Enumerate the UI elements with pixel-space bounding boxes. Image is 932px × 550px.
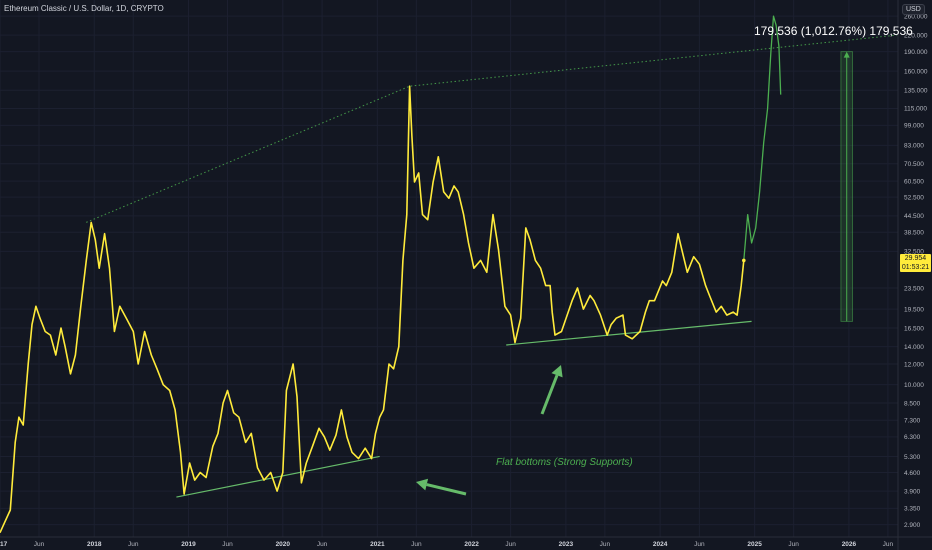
y-tick-label: 220.000: [904, 32, 928, 39]
y-tick-label: 7.300: [904, 418, 921, 425]
measure-label: 179.536 (1,012.76%) 179,536: [754, 24, 913, 38]
projection-box: [840, 51, 853, 322]
y-tick-label: 160.000: [904, 68, 928, 75]
x-tick-label: 2026: [842, 541, 857, 548]
y-tick-label: 32.500: [904, 249, 924, 256]
annotation-arrow-left: [416, 478, 429, 491]
x-tick-label: Jun: [694, 541, 705, 548]
x-axis[interactable]: 2017 Jun 2018 Jun 2019 Jun 2020 Jun 2021 Jun 2022 J…: [0, 536, 932, 548]
x-tick-label: 2018: [87, 541, 102, 548]
last-price-badge: 29.954 01:53:21: [900, 254, 931, 272]
y-tick-label: 60.500: [904, 178, 924, 185]
x-tick-label: 2025: [747, 541, 762, 548]
y-tick-label: 3.900: [904, 488, 921, 495]
projection-series-line: [743, 15, 782, 261]
y-tick-label: 38.500: [904, 229, 924, 236]
projection-range-arrowhead: [843, 51, 850, 58]
y-tick-label: 70.500: [904, 161, 924, 168]
y-tick-label: 12.000: [904, 361, 924, 368]
y-tick-label: 52.500: [904, 194, 924, 201]
x-tick-label: Jun: [222, 541, 233, 548]
bar-countdown: 01:53:21: [901, 264, 930, 271]
x-tick-label: 2020: [276, 541, 291, 548]
y-tick-label: 99.000: [904, 123, 924, 130]
y-tick-label: 23.500: [904, 285, 924, 292]
y-tick-label: 16.500: [904, 325, 924, 332]
x-tick-label: 2023: [559, 541, 574, 548]
x-tick-label: 2022: [464, 541, 479, 548]
y-tick-label: 5.300: [904, 454, 921, 461]
y-tick-label: 10.000: [904, 382, 924, 389]
y-tick-label: 190.000: [904, 49, 928, 56]
annotation-arrow-up-shaft: [540, 374, 559, 415]
x-tick-label: Jun: [128, 541, 139, 548]
trendlines: [86, 34, 897, 498]
x-tick-label: Jun: [883, 541, 894, 548]
y-tick-label: 83.000: [904, 143, 924, 150]
x-tick-label: Jun: [411, 541, 422, 548]
y-tick-label: 4.600: [904, 470, 921, 477]
last-price-dot: [742, 258, 746, 263]
y-tick-label: 3.350: [904, 506, 921, 513]
x-tick-label: Jun: [788, 541, 799, 548]
last-price: 29.954: [904, 255, 927, 262]
upper-trendline: [86, 34, 897, 223]
y-tick-label: 14.000: [904, 344, 924, 351]
y-tick-label: 115.000: [904, 106, 927, 113]
y-tick-label: 44.500: [904, 213, 924, 220]
annotation-arrow-up: [551, 365, 563, 378]
series: [0, 15, 782, 534]
arrows: [416, 365, 563, 496]
annotation-text: Flat bottoms (Strong Supports): [496, 457, 633, 468]
support-line: [506, 320, 752, 346]
x-tick-label: Jun: [505, 541, 516, 548]
x-tick-label: 2019: [181, 541, 196, 548]
x-tick-label: 2017: [0, 541, 8, 548]
annotation-arrow-left-shaft: [426, 483, 467, 496]
y-tick-label: 135.000: [904, 88, 928, 95]
y-tick-label: 260.000: [904, 13, 928, 20]
x-tick-label: Jun: [600, 541, 611, 548]
symbol-title: Ethereum Classic / U.S. Dollar, 1D, CRYP…: [4, 4, 164, 13]
x-tick-label: Jun: [317, 541, 328, 548]
x-tick-label: 2021: [370, 541, 385, 548]
y-axis[interactable]: 2.900 3.350 3.900 4.600 5.300 6.300 7.300 8.500…: [897, 0, 928, 550]
y-tick-label: 2.900: [904, 522, 921, 529]
y-tick-label: 19.500: [904, 306, 924, 313]
price-series-line: [0, 85, 745, 534]
x-tick-label: Jun: [34, 541, 45, 548]
y-tick-label: 8.500: [904, 400, 921, 407]
support-line: [176, 455, 380, 498]
currency-badge[interactable]: USD: [902, 4, 925, 15]
x-tick-label: 2024: [653, 541, 668, 548]
y-tick-label: 6.300: [904, 434, 921, 441]
